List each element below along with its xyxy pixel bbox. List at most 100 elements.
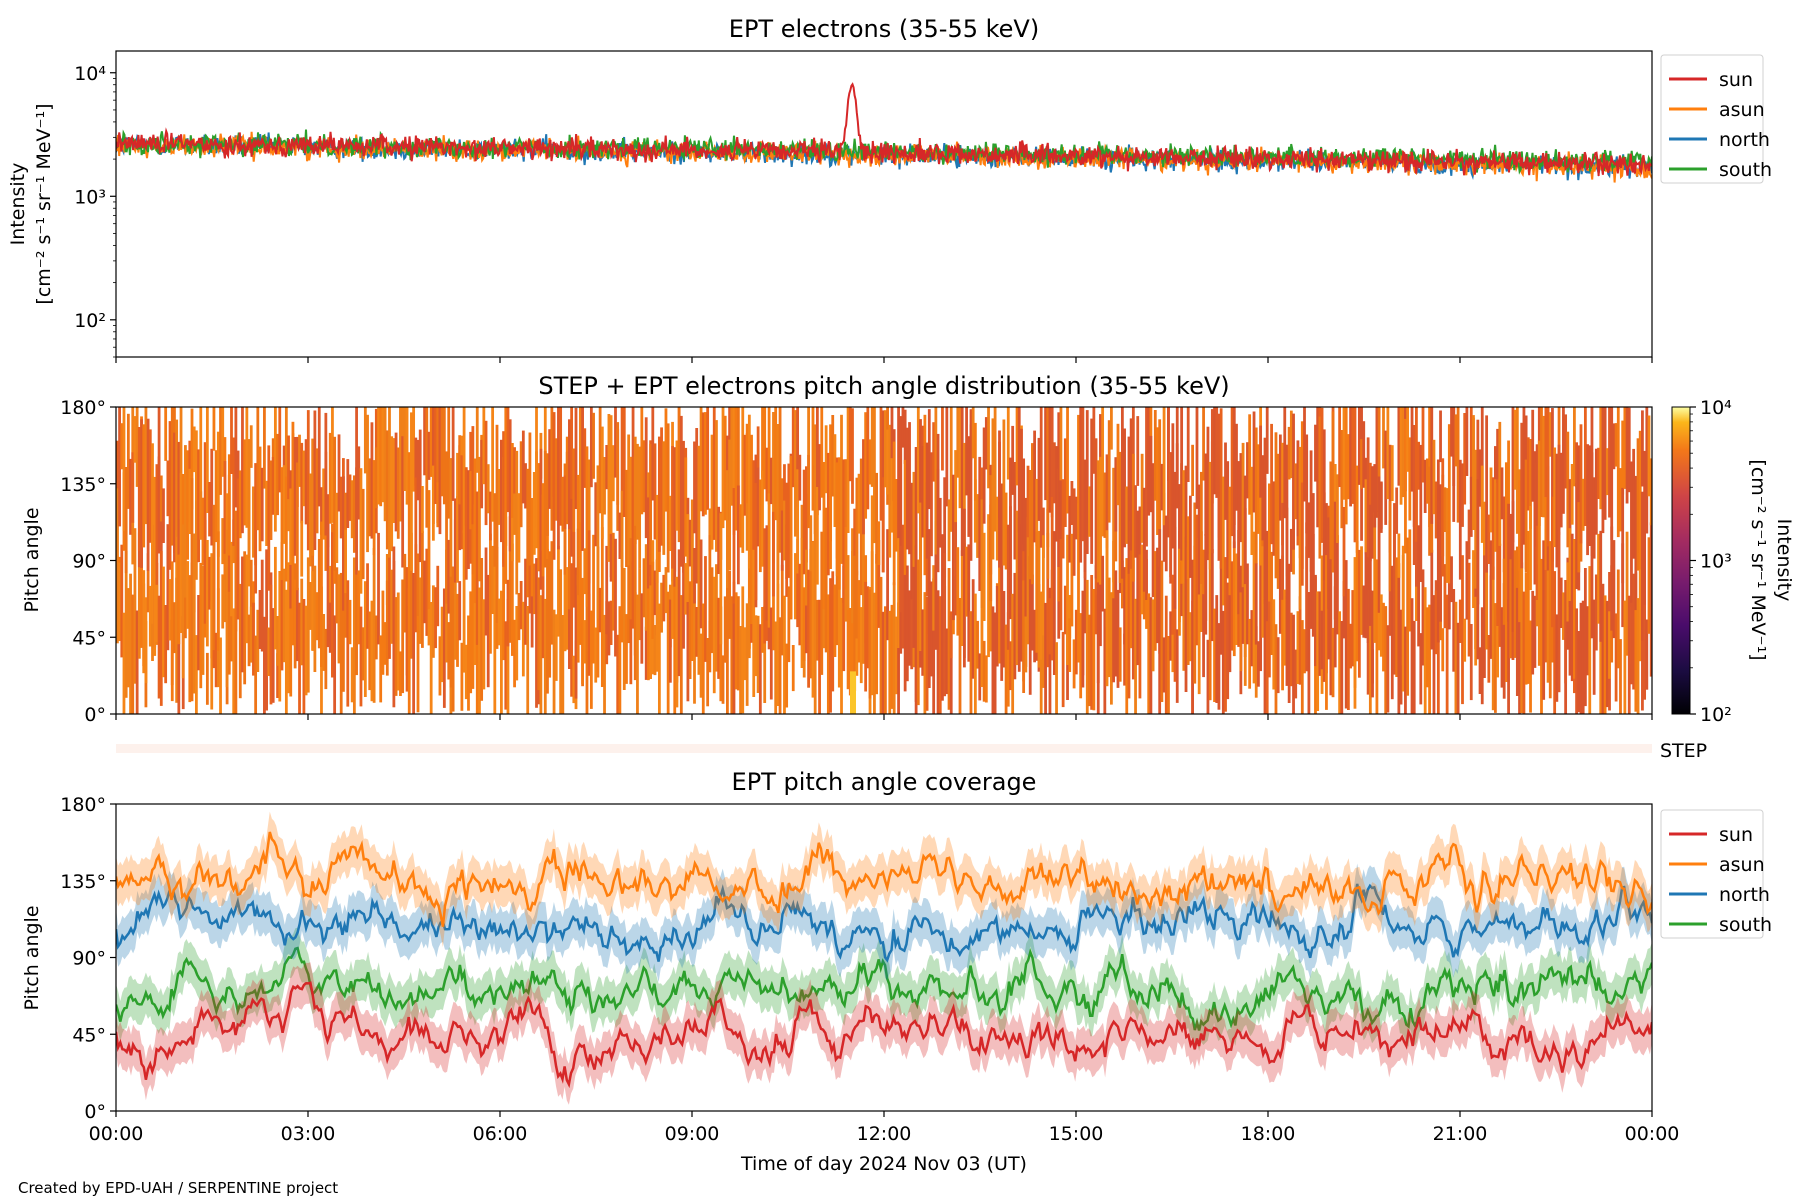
heatmap-cell: [736, 407, 740, 517]
heatmap-cell: [1085, 410, 1089, 554]
heatmap-cell: [1153, 551, 1157, 651]
heatmap-cell: [1009, 506, 1012, 617]
heatmap-cell: [1125, 558, 1129, 714]
heatmap-cell: [706, 638, 710, 707]
heatmap-cell: [1535, 463, 1539, 600]
heatmap-cell: [936, 433, 940, 573]
heatmap-cell: [677, 407, 681, 543]
heatmap-cell: [736, 485, 740, 585]
heatmap-cell: [131, 452, 135, 523]
heatmap-cell: [846, 555, 850, 610]
heatmap-cell: [267, 627, 271, 676]
heatmap-cell: [460, 455, 464, 550]
heatmap-cell: [583, 428, 587, 488]
heatmap-cell: [892, 582, 896, 714]
heatmap-cell: [978, 456, 982, 591]
heatmap-cell: [1575, 483, 1578, 589]
heatmap-cell: [1252, 411, 1256, 513]
heatmap-cell: [1116, 589, 1120, 688]
heatmap-cell: [1417, 525, 1420, 647]
heatmap-cell: [1004, 492, 1008, 570]
heatmap-cell: [969, 424, 973, 561]
heatmap-cell: [1224, 442, 1227, 520]
heatmap-cell: [129, 573, 132, 714]
heatmap-cell: [1257, 641, 1260, 687]
heatmap-cell: [747, 414, 751, 569]
heatmap-cell: [1338, 407, 1342, 487]
heatmap-cell: [469, 471, 473, 530]
heatmap-cell: [640, 407, 644, 515]
heatmap-cell: [1020, 428, 1023, 573]
heatmap-cell: [271, 457, 275, 515]
heatmap-cell: [756, 467, 760, 547]
heatmap-cell: [967, 544, 971, 662]
heatmap-cell: [1483, 528, 1486, 678]
step-strip: [116, 744, 1652, 753]
heatmap-cell: [1024, 497, 1028, 567]
heatmap-cell: [1107, 577, 1111, 678]
heatmap-cell: [1068, 595, 1072, 638]
heatmap-cell: [1004, 624, 1008, 714]
heatmap-cell: [1281, 555, 1284, 691]
heatmap-cell: [306, 410, 310, 551]
heatmap-cell: [622, 407, 626, 517]
heatmap-cell: [622, 568, 626, 690]
heatmap-cell: [870, 495, 874, 595]
heatmap-cell: [1202, 407, 1205, 481]
heatmap-cell: [631, 456, 635, 570]
heatmap-cell: [638, 446, 642, 569]
heatmap-cell: [159, 551, 163, 706]
heatmap-cell: [1243, 475, 1247, 604]
heatmap-cell: [616, 634, 620, 714]
heatmap-cell: [1000, 534, 1004, 681]
heatmap-cell: [1346, 588, 1350, 710]
heatmap-cell: [493, 493, 497, 567]
heatmap-cell: [1046, 532, 1050, 668]
heatmap-cell: [258, 590, 262, 649]
y-tick-label: 90°: [72, 551, 106, 573]
heatmap-cell: [153, 476, 157, 590]
heatmap-cell: [201, 497, 205, 566]
heatmap-cell: [300, 520, 304, 577]
heatmap-cell: [179, 473, 183, 633]
heatmap-cell: [118, 407, 121, 527]
heatmap-cell: [467, 615, 470, 711]
heatmap-cell: [1020, 547, 1023, 662]
heatmap-cell: [236, 478, 240, 620]
heatmap-cell: [278, 571, 282, 702]
heatmap-cell: [403, 407, 407, 491]
heatmap-cell: [1287, 563, 1291, 703]
heatmap-cell: [440, 407, 444, 497]
heatmap-cell: [1625, 407, 1629, 504]
heatmap-cell: [690, 522, 694, 661]
heatmap-cell: [1423, 587, 1427, 714]
heatmap-cell: [765, 447, 769, 502]
heatmap-cell: [1432, 439, 1436, 515]
heatmap-cell: [396, 592, 400, 691]
legend-label-sun: sun: [1719, 69, 1753, 91]
heatmap-cell: [903, 531, 907, 692]
heatmap-cell: [1366, 595, 1370, 695]
heatmap-cell: [543, 450, 547, 568]
heatmap-cell: [122, 612, 126, 714]
heatmap-cell: [1237, 461, 1241, 615]
heatmap-cell: [453, 498, 457, 583]
heatmap-cell: [614, 407, 617, 478]
heatmap-cell: [289, 488, 293, 565]
heatmap-cell: [831, 415, 835, 497]
heatmap-cell: [1601, 407, 1605, 534]
heatmap-cell: [1105, 454, 1109, 549]
heatmap-cell: [1142, 543, 1146, 592]
heatmap-cell: [370, 600, 374, 702]
heatmap-cell: [322, 468, 326, 540]
heatmap-cell: [934, 407, 938, 555]
heatmap-cell: [510, 502, 514, 562]
credit-text: Created by EPD-UAH / SERPENTINE project: [18, 1179, 338, 1197]
heatmap-cell: [800, 504, 804, 561]
heatmap-cell: [350, 480, 354, 539]
heatmap-cell: [565, 567, 569, 650]
heatmap-cell: [767, 493, 771, 628]
heatmap-cell: [1160, 463, 1164, 511]
heatmap-cell: [513, 477, 516, 535]
heatmap-cell: [835, 528, 839, 646]
